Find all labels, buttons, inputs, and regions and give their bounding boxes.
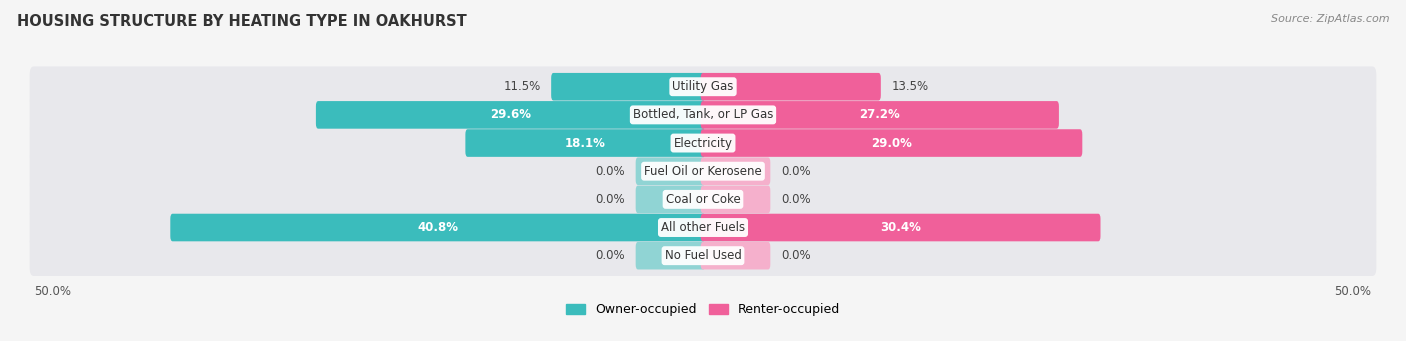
FancyBboxPatch shape	[700, 186, 770, 213]
Legend: Owner-occupied, Renter-occupied: Owner-occupied, Renter-occupied	[561, 298, 845, 321]
FancyBboxPatch shape	[700, 214, 1101, 241]
Text: 29.6%: 29.6%	[491, 108, 531, 121]
FancyBboxPatch shape	[636, 186, 706, 213]
Text: HOUSING STRUCTURE BY HEATING TYPE IN OAKHURST: HOUSING STRUCTURE BY HEATING TYPE IN OAK…	[17, 14, 467, 29]
FancyBboxPatch shape	[465, 129, 706, 157]
Text: Source: ZipAtlas.com: Source: ZipAtlas.com	[1271, 14, 1389, 24]
Text: Coal or Coke: Coal or Coke	[665, 193, 741, 206]
FancyBboxPatch shape	[700, 158, 770, 185]
FancyBboxPatch shape	[30, 94, 1376, 135]
FancyBboxPatch shape	[700, 73, 880, 101]
Text: 29.0%: 29.0%	[872, 136, 912, 150]
Text: 0.0%: 0.0%	[780, 165, 811, 178]
FancyBboxPatch shape	[30, 123, 1376, 163]
Text: 30.4%: 30.4%	[880, 221, 921, 234]
FancyBboxPatch shape	[700, 101, 1059, 129]
Text: 0.0%: 0.0%	[595, 193, 626, 206]
Text: Electricity: Electricity	[673, 136, 733, 150]
FancyBboxPatch shape	[700, 242, 770, 269]
FancyBboxPatch shape	[30, 179, 1376, 220]
Text: Utility Gas: Utility Gas	[672, 80, 734, 93]
Text: Bottled, Tank, or LP Gas: Bottled, Tank, or LP Gas	[633, 108, 773, 121]
FancyBboxPatch shape	[636, 158, 706, 185]
Text: 18.1%: 18.1%	[565, 136, 606, 150]
FancyBboxPatch shape	[700, 129, 1083, 157]
FancyBboxPatch shape	[30, 66, 1376, 107]
FancyBboxPatch shape	[551, 73, 706, 101]
FancyBboxPatch shape	[316, 101, 706, 129]
FancyBboxPatch shape	[30, 235, 1376, 276]
FancyBboxPatch shape	[30, 207, 1376, 248]
FancyBboxPatch shape	[30, 151, 1376, 192]
Text: 40.8%: 40.8%	[418, 221, 458, 234]
Text: 0.0%: 0.0%	[780, 249, 811, 262]
FancyBboxPatch shape	[170, 214, 706, 241]
Text: All other Fuels: All other Fuels	[661, 221, 745, 234]
Text: 13.5%: 13.5%	[891, 80, 928, 93]
Text: 0.0%: 0.0%	[780, 193, 811, 206]
Text: 11.5%: 11.5%	[503, 80, 540, 93]
Text: Fuel Oil or Kerosene: Fuel Oil or Kerosene	[644, 165, 762, 178]
Text: 0.0%: 0.0%	[595, 165, 626, 178]
Text: 0.0%: 0.0%	[595, 249, 626, 262]
FancyBboxPatch shape	[636, 242, 706, 269]
Text: No Fuel Used: No Fuel Used	[665, 249, 741, 262]
Text: 27.2%: 27.2%	[859, 108, 900, 121]
